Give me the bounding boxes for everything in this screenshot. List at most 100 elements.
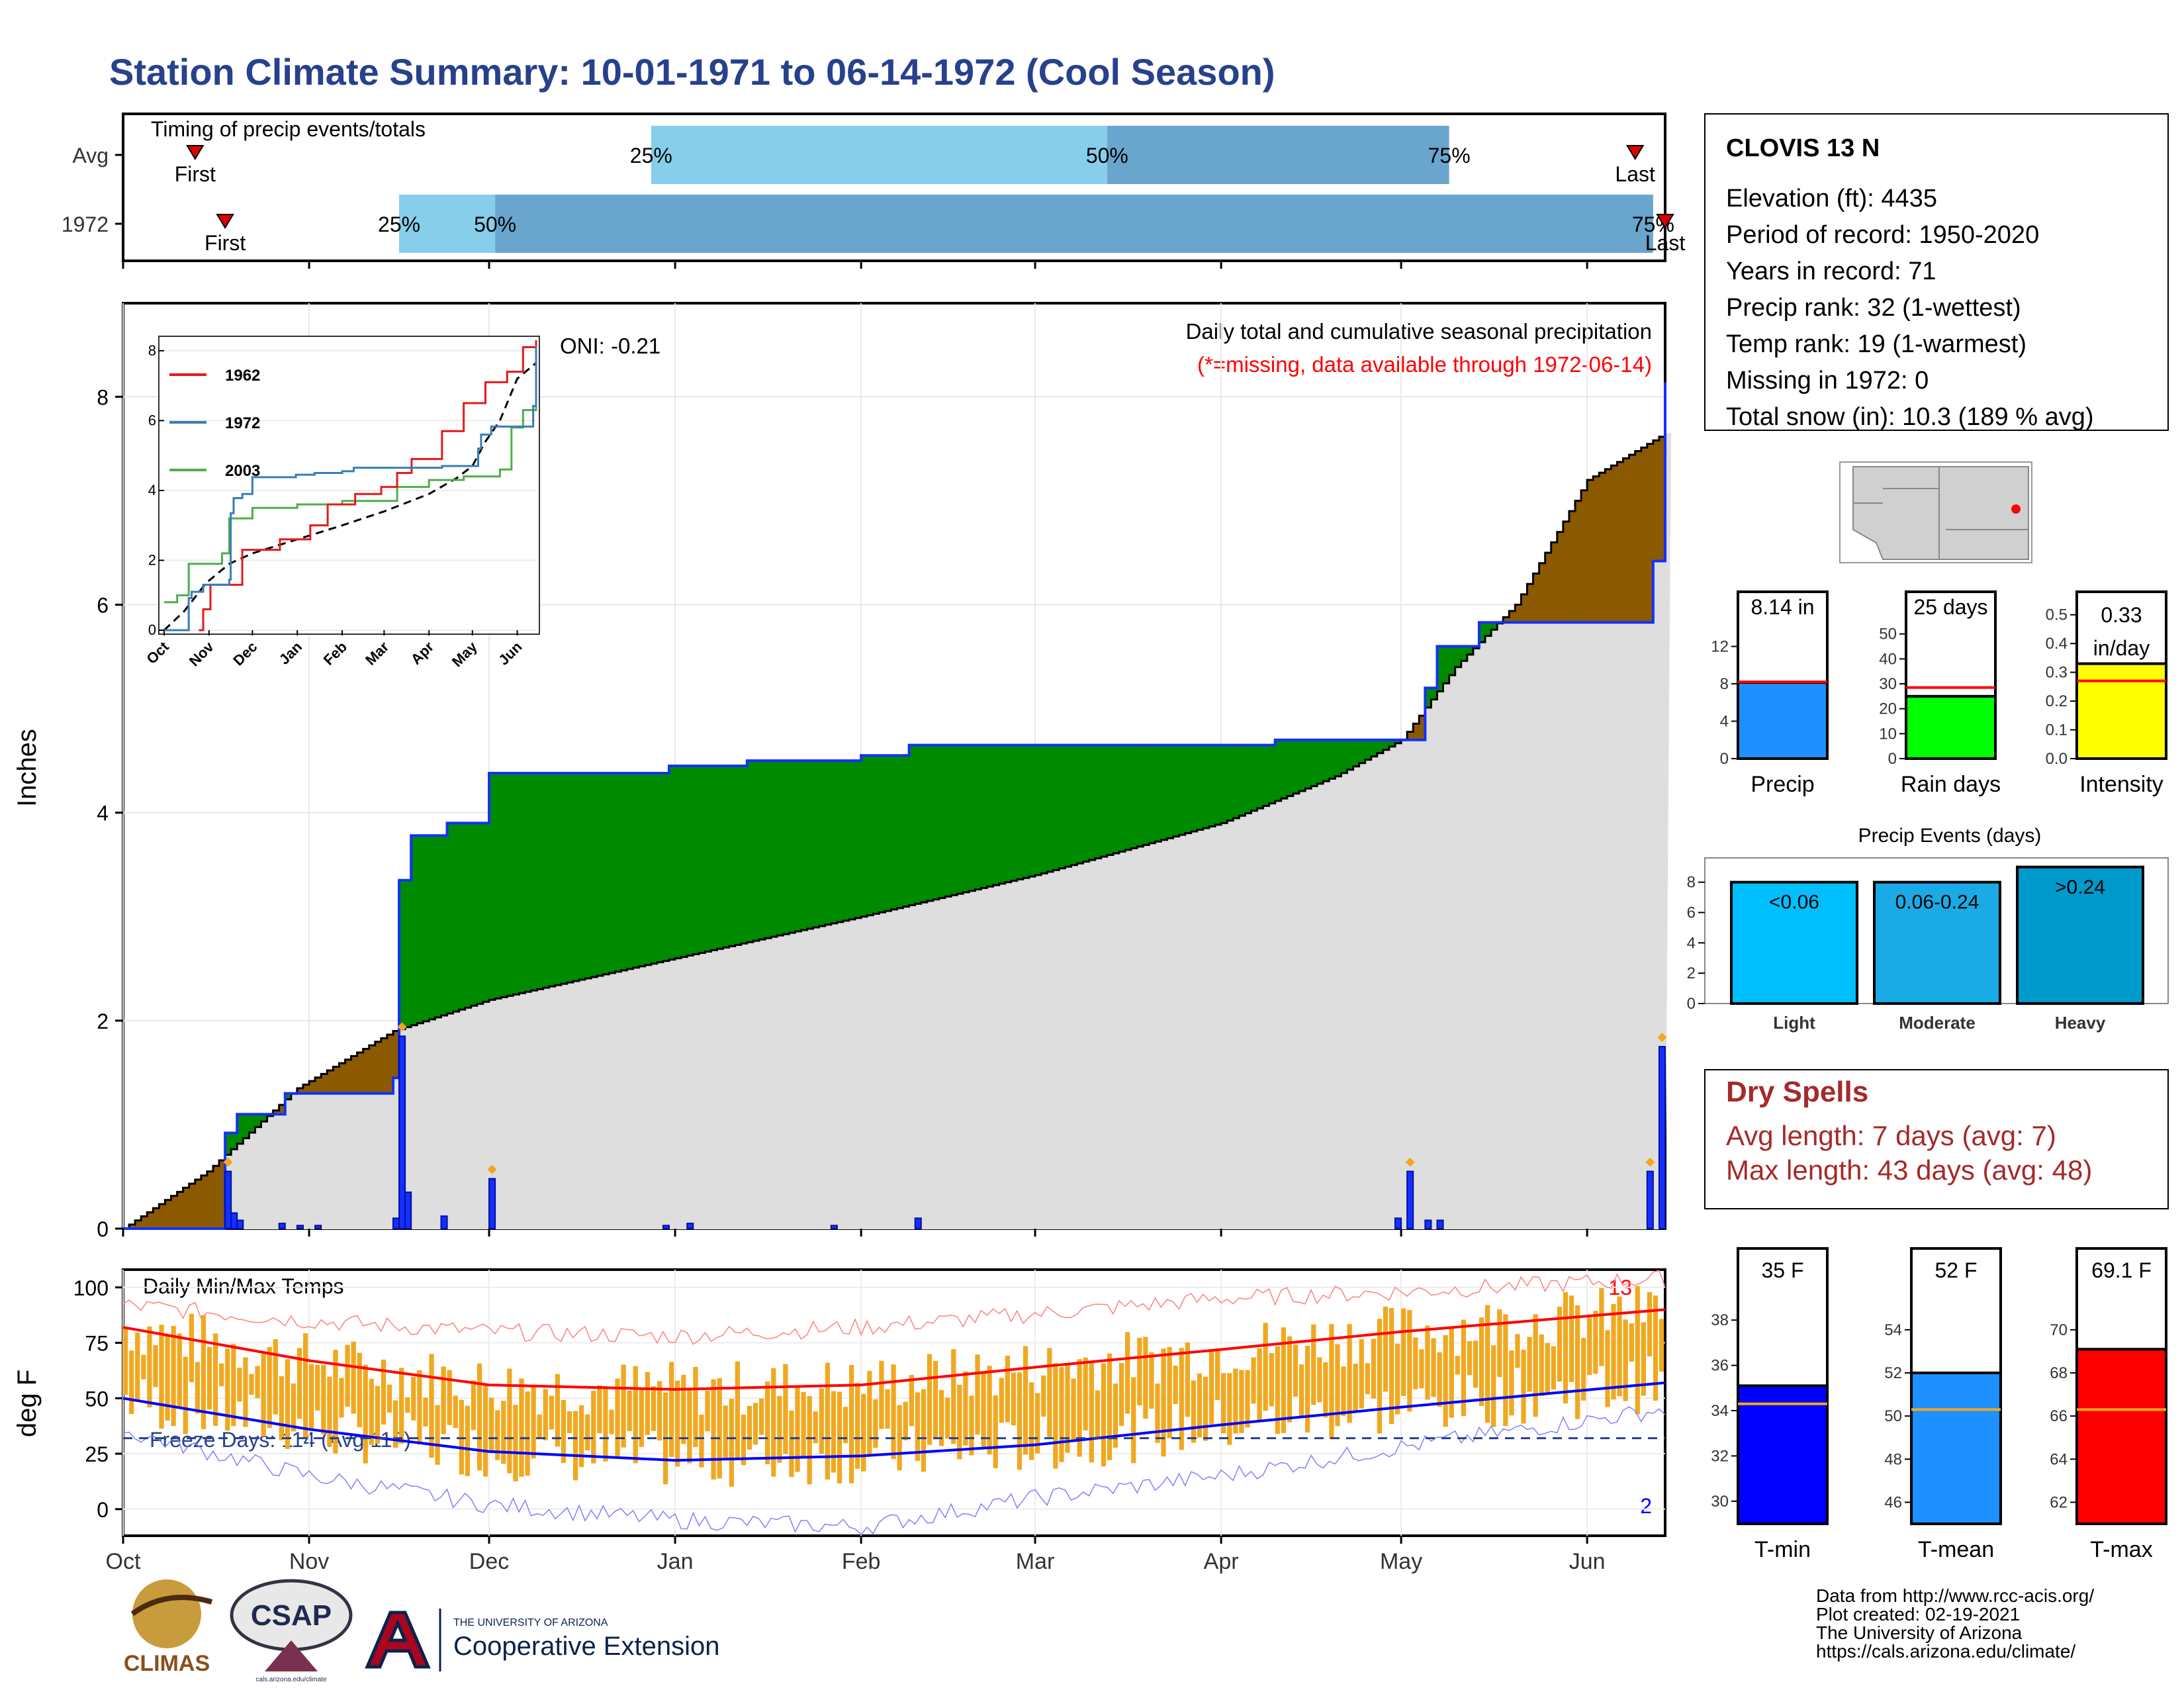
daily-temp-bar [1388, 1308, 1394, 1425]
above-avg-fill [1388, 739, 1396, 747]
above-avg-fill [1298, 739, 1306, 792]
mini-bar-value-unit: in/day [2093, 636, 2150, 660]
dry-spells-avg: Avg length: 7 days (avg: 7) [1726, 1120, 2056, 1151]
daily-precip-bar [1394, 1217, 1402, 1229]
above-avg-fill [1455, 646, 1462, 667]
temp-bar-ytick-label: 30 [1711, 1493, 1729, 1511]
daily-temp-bar [123, 1327, 128, 1395]
daily-temp-bar [572, 1411, 578, 1481]
above-avg-fill [741, 766, 748, 944]
above-avg-fill [237, 1114, 244, 1144]
daily-temp-bar [867, 1371, 872, 1456]
daily-temp-bar [423, 1397, 428, 1427]
daily-temp-bar [1575, 1305, 1580, 1419]
daily-temp-bar [1161, 1348, 1166, 1457]
below-avg-fill [183, 1188, 190, 1229]
below-avg-fill [279, 1105, 286, 1115]
daily-temp-bar [237, 1368, 242, 1402]
above-avg-fill [1041, 745, 1048, 874]
daily-temp-bar [1485, 1305, 1490, 1423]
temp-bar-ytick-label: 66 [2050, 1407, 2068, 1425]
daily-temp-bar [1395, 1343, 1400, 1415]
above-avg-fill [1113, 745, 1120, 853]
daily-temp-bar [129, 1350, 134, 1415]
daily-temp-bar [357, 1352, 362, 1427]
inset-legend-label: 2003 [225, 462, 260, 480]
above-avg-fill [759, 761, 766, 940]
daily-temp-bar [927, 1354, 933, 1445]
timing-last-label: Last [1645, 231, 1686, 255]
above-avg-fill [231, 1133, 238, 1150]
timing-first-label: First [205, 231, 246, 255]
temp-bar-label: T-mean [1918, 1537, 1994, 1562]
daily-temp-bar [141, 1354, 146, 1380]
daily-temp-bar [1011, 1372, 1017, 1426]
daily-temp-bar [363, 1364, 368, 1464]
month-label: May [1380, 1549, 1422, 1574]
daily-precip-bar [1436, 1219, 1444, 1230]
above-avg-fill [1347, 739, 1354, 770]
daily-temp-bar [639, 1388, 644, 1447]
mini-bar-value: 25 days [1913, 595, 1987, 619]
above-avg-fill [891, 755, 898, 910]
below-avg-fill [375, 1041, 382, 1094]
above-avg-fill [1047, 745, 1054, 872]
dry-spells-box: Dry Spells Avg length: 7 days (avg: 7) M… [1704, 1069, 2169, 1209]
below-avg-fill [327, 1070, 334, 1094]
below-avg-fill [296, 1088, 304, 1094]
daily-temp-bar [783, 1364, 788, 1454]
daily-temp-bar [1179, 1348, 1184, 1450]
above-avg-fill [501, 773, 508, 998]
daily-temp-bar [1401, 1308, 1406, 1397]
below-avg-fill [1617, 461, 1624, 623]
inset-line-1962 [199, 340, 537, 632]
above-avg-fill [795, 761, 802, 932]
daily-temp-bar [729, 1399, 734, 1487]
mini-bar-charts: 0 4 8 12 8.14 in Precip 0 10 20 30 40 50 25 days Rain… [1711, 590, 2167, 797]
below-avg-fill [1419, 716, 1426, 740]
daily-precip-bar [392, 1217, 400, 1229]
daily-precip-bar [236, 1219, 244, 1230]
temp-ytick-label: 75 [85, 1332, 109, 1356]
daily-temp-bar [1125, 1332, 1130, 1414]
daily-temp-bar [273, 1339, 278, 1415]
daily-temp-bar [675, 1380, 680, 1467]
daily-temp-bar [147, 1326, 152, 1408]
above-avg-fill [1491, 622, 1498, 630]
precip-events-chart: Precip Events (days) 0 2 4 6 8 <0.06 Light 0.06… [1687, 825, 2169, 1033]
daily-temp-bar [1461, 1319, 1467, 1417]
above-avg-fill [441, 835, 448, 1015]
daily-temp-bar [225, 1348, 230, 1431]
above-avg-fill [801, 761, 808, 931]
above-avg-fill [519, 773, 526, 994]
daily-temp-bar [1041, 1375, 1046, 1417]
above-avg-fill [453, 823, 460, 1012]
dry-spells-title: Dry Spells [1726, 1076, 1868, 1108]
mini-bar-label: Rain days [1901, 772, 2001, 797]
daily-temp-bar [411, 1377, 416, 1421]
daily-temp-bar [1533, 1314, 1538, 1417]
above-avg-fill [482, 823, 490, 1002]
events-bar-light [1730, 880, 1858, 1005]
above-avg-fill [1383, 739, 1390, 750]
below-avg-fill [141, 1216, 148, 1229]
below-avg-fill [201, 1175, 208, 1229]
station-name: CLOVIS 13 N [1726, 134, 1880, 162]
daily-temp-bar [921, 1389, 927, 1472]
daily-temp-bar [537, 1414, 542, 1439]
daily-temp-bar [1413, 1337, 1418, 1389]
daily-temp-bar [1527, 1336, 1532, 1392]
station-missing: Missing in 1972: 0 [1726, 367, 1929, 395]
mini-bar-ytick-label: 0.1 [2046, 722, 2068, 739]
daily-temp-bar [261, 1353, 266, 1437]
daily-temp-bar [212, 1333, 218, 1427]
temp-bar-label: T-max [2090, 1537, 2152, 1562]
daily-temp-bar [645, 1372, 651, 1435]
events-ytick-label: 4 [1687, 934, 1696, 952]
above-avg-fill [429, 835, 436, 1019]
above-avg-fill [465, 823, 472, 1008]
daily-temp-bar [813, 1411, 818, 1444]
daily-temp-bar [981, 1371, 986, 1447]
inset-legend-label: 1972 [225, 414, 260, 432]
below-avg-fill [381, 1038, 388, 1094]
